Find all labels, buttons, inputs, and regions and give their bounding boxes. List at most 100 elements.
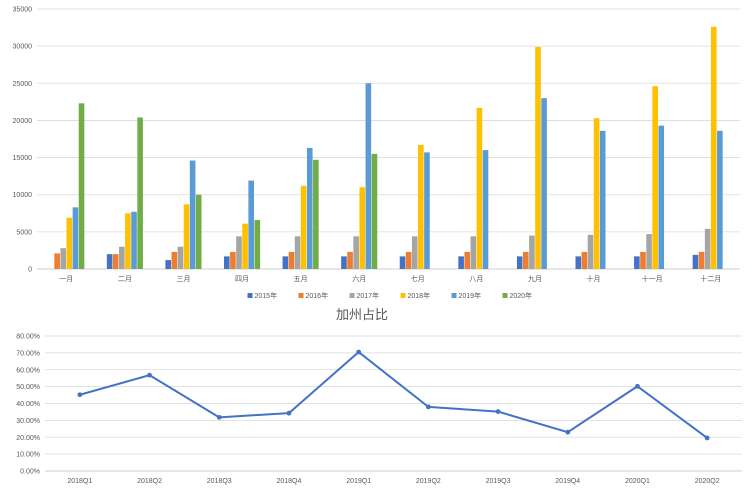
legend-label: 2019年 [459,291,482,300]
bar [692,254,699,269]
bar [189,160,196,269]
y-tick-label: 30000 [13,44,33,51]
x-tick-label: 2018Q4 [276,478,301,485]
data-point [216,414,222,420]
x-tick-label: 二月 [118,275,132,283]
bar [516,256,523,269]
bar [482,150,489,269]
bar [195,194,202,269]
bar [575,256,582,269]
legend-label: 2015年 [255,291,278,300]
bar [347,251,353,269]
x-tick-label: 九月 [528,274,542,283]
bar [658,125,665,269]
bar [365,83,372,270]
x-tick-label: 2018Q1 [67,478,92,485]
y-tick-label: 0 [28,267,32,274]
x-tick-label: 五月 [294,275,308,283]
bar [106,254,113,269]
y-tick-label: 10000 [13,192,33,199]
bar [698,251,705,269]
bar [470,236,477,269]
y-tick-label: 60.00% [16,367,40,374]
bar [66,217,73,269]
x-tick-label: 2019Q2 [416,478,441,485]
bar [717,130,723,269]
bar [248,180,254,269]
legend-swatch [451,293,457,298]
bar [254,219,261,269]
data-point [147,372,152,378]
x-tick-label: 2019Q4 [555,478,580,485]
bar [183,204,190,269]
bar [119,246,125,269]
x-tick-label: 十月 [587,274,601,283]
x-tick-label: 2020Q2 [695,478,720,485]
bar [476,107,483,269]
bar [371,153,378,269]
bar [78,103,85,269]
bar [418,144,424,269]
y-tick-label: 70.00% [16,350,40,357]
x-tick-label: 一月 [59,275,73,283]
data-point [356,349,362,355]
bar [294,236,301,269]
y-tick-label: 40.00% [16,401,40,408]
bar [523,251,529,269]
data-point [77,392,83,398]
legend-swatch [502,293,508,298]
bar [54,253,60,269]
data-point [286,410,292,416]
y-tick-label: 5000 [16,229,32,236]
bar [341,256,347,269]
y-tick-label: 25000 [13,81,33,88]
bar [599,130,606,269]
monthly-bar-chart: 0 5000 10000 15000 20000 25000 30000 35000 一月 二月 三… [13,7,740,300]
legend-label: 2016年 [306,291,329,300]
bar [306,147,313,269]
x-tick-label: 十二月 [700,274,721,283]
y-tick-label: 50.00% [16,384,40,391]
y-tick-label: 80.00% [16,334,40,341]
x-tick-label: 2018Q3 [207,478,232,485]
legend-swatch [247,293,253,298]
bar [300,185,307,269]
bar [405,251,412,269]
bar [177,246,184,269]
y-tick-label: 35000 [13,7,33,14]
legend-swatch [400,293,406,298]
bar [458,256,464,269]
bar [165,260,172,269]
data-point [635,383,640,389]
legend-label: 2020年 [510,291,533,300]
x-tick-label: 2019Q3 [486,478,511,485]
data-point [565,429,571,435]
bar [72,207,79,269]
legend-swatch [349,293,355,298]
bar [171,251,178,269]
data-point [704,435,710,441]
bar [223,256,230,269]
bar [535,46,541,270]
x-tick-label: 八月 [469,275,483,283]
bar [529,235,535,269]
bar [359,187,366,269]
bar [710,26,717,270]
bar [131,211,137,269]
bar [581,251,588,269]
data-point [495,409,501,414]
y-tick-label: 30.00% [16,418,40,425]
bar [137,117,143,269]
bar [424,152,430,269]
y-tick-label: 20.00% [16,435,40,442]
x-tick-label: 2018Q2 [137,478,162,485]
x-tick-label: 四月 [235,275,249,283]
y-tick-label: 0.00% [20,469,40,476]
x-tick-label: 2019Q1 [346,478,371,485]
bar [112,254,119,269]
x-tick-label: 三月 [176,275,190,283]
y-tick-label: 10.00% [16,452,40,459]
y-tick-label: 15000 [13,155,33,162]
